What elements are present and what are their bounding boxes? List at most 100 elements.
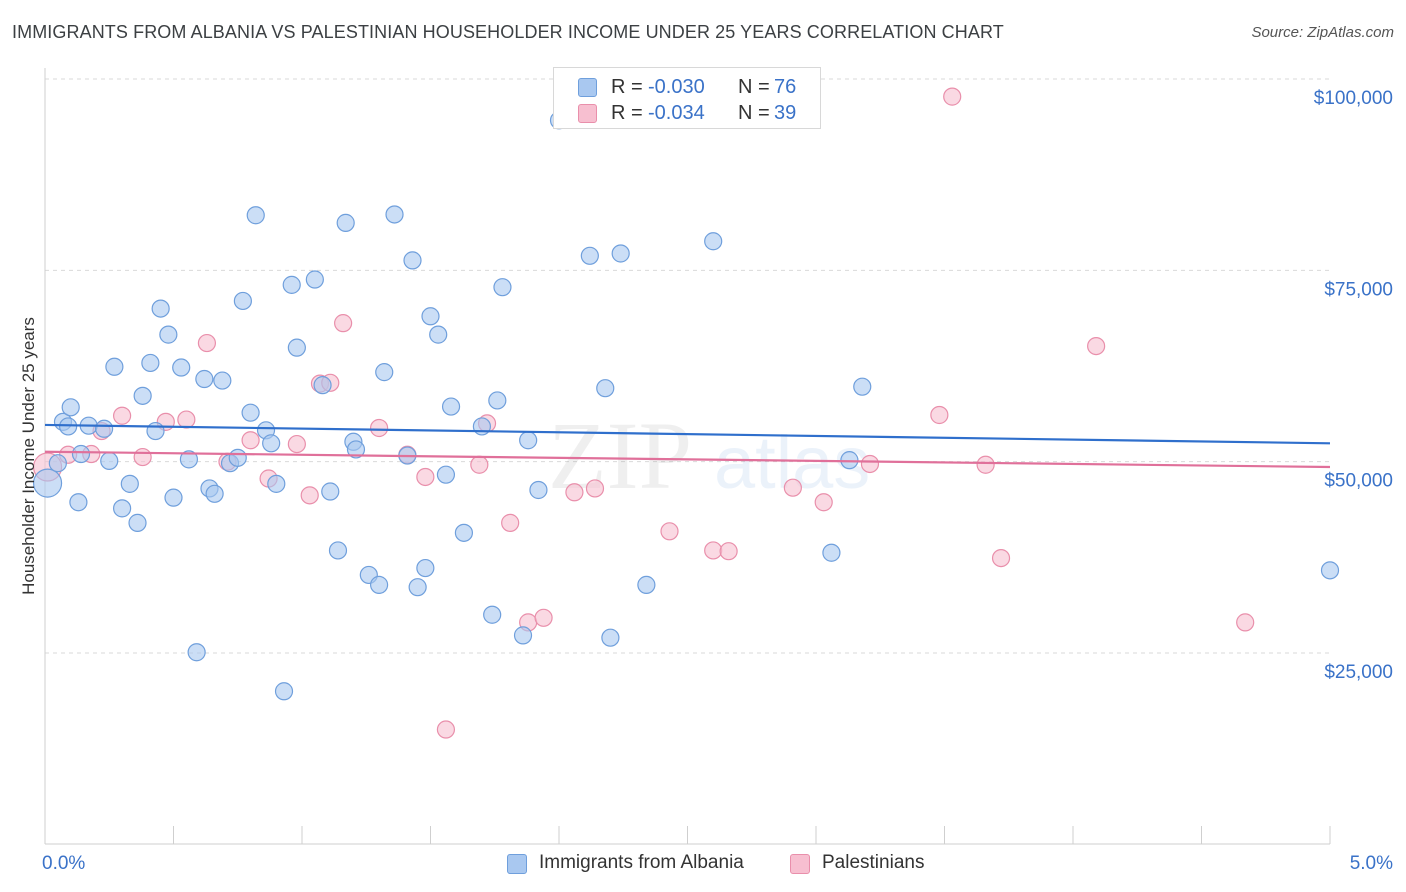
data-point (436, 465, 456, 484)
n-value: 39 (774, 102, 797, 124)
palestinian-swatch (790, 854, 810, 874)
data-point (112, 499, 132, 518)
data-point (493, 278, 512, 297)
data-point (246, 206, 265, 225)
data-point (105, 357, 124, 376)
n-label: N = (738, 102, 770, 124)
data-point (565, 483, 584, 502)
data-point (1087, 337, 1106, 356)
data-point (228, 448, 247, 467)
data-point (370, 418, 389, 438)
data-point (529, 480, 548, 500)
data-point (441, 397, 461, 416)
data-point (483, 605, 502, 624)
y-tick-label: $75,000 (1324, 279, 1393, 300)
albania-swatch (507, 854, 527, 874)
data-point (133, 386, 152, 405)
data-point (853, 377, 872, 396)
data-point (1236, 613, 1255, 632)
data-point (336, 213, 355, 232)
series-albania (32, 111, 1340, 701)
data-point (282, 275, 301, 294)
data-point (860, 454, 880, 474)
data-point (346, 440, 366, 459)
data-point (601, 628, 620, 647)
data-point (71, 444, 91, 464)
data-point (408, 578, 427, 597)
data-point (930, 405, 949, 425)
data-point (519, 431, 538, 450)
data-point (262, 434, 281, 453)
trend-lines (44, 423, 1331, 469)
data-point (205, 484, 224, 503)
data-point (141, 353, 160, 373)
trend-line-palestinians (44, 450, 1331, 469)
data-point (822, 543, 841, 562)
data-point (783, 478, 802, 497)
source-credit: Source: ZipAtlas.com (1251, 24, 1394, 41)
data-point (470, 455, 489, 474)
data-point (48, 454, 67, 473)
data-point (637, 575, 656, 594)
data-point (128, 513, 147, 532)
data-point (513, 626, 533, 645)
data-point (197, 333, 217, 353)
data-point (580, 246, 599, 265)
data-point (375, 363, 394, 382)
y-tick-label: $50,000 (1324, 471, 1393, 492)
data-point (704, 232, 723, 251)
data-point (59, 417, 78, 436)
data-point (32, 468, 63, 498)
n-label: N = (738, 76, 770, 98)
data-point (300, 486, 319, 505)
y-axis-label: Householder Income Under 25 years (19, 317, 38, 595)
data-point (213, 371, 232, 390)
data-point (429, 325, 448, 344)
data-point (159, 325, 178, 344)
x-tick-label: 5.0% (1350, 853, 1393, 874)
data-point (488, 391, 507, 410)
r-label: R = (611, 102, 643, 124)
data-point (313, 376, 332, 395)
data-point (100, 451, 119, 471)
data-point (95, 419, 114, 438)
data-point (151, 299, 170, 318)
data-point (274, 682, 294, 701)
data-point (416, 467, 435, 487)
data-point (112, 406, 132, 425)
r-value: -0.030 (648, 76, 705, 98)
series-legend: Immigrants from Albania Palestinians (0, 852, 1406, 878)
data-point (596, 379, 615, 398)
chart-title: IMMIGRANTS FROM ALBANIA VS PALESTINIAN H… (12, 22, 1004, 42)
data-point (61, 398, 80, 417)
data-point (660, 522, 679, 541)
data-point (611, 244, 630, 263)
data-point (991, 548, 1011, 568)
r-label: R = (611, 76, 643, 98)
data-point (305, 270, 324, 289)
data-point (287, 338, 306, 357)
data-point (585, 479, 605, 498)
data-point (267, 474, 286, 493)
x-tick-label: 0.0% (42, 853, 85, 874)
data-point (421, 307, 440, 326)
grid-lines (45, 78, 1330, 654)
data-point (814, 493, 833, 512)
data-point (120, 474, 139, 493)
y-tick-label: $100,000 (1314, 88, 1393, 109)
tick-labels: $25,000 $50,000 $75,000 $100,000 0.0% 5.0% (42, 88, 1393, 874)
data-point (704, 541, 723, 560)
data-point (321, 482, 340, 501)
data-point (146, 421, 165, 441)
data-point (416, 558, 435, 578)
data-point (241, 431, 260, 450)
data-point (370, 575, 389, 594)
data-point (328, 541, 348, 560)
data-point (164, 488, 183, 507)
data-point (195, 369, 214, 389)
legend-label: Palestinians (822, 852, 925, 873)
trend-line-albania (44, 423, 1331, 445)
data-point (976, 455, 995, 474)
data-point (172, 358, 191, 377)
